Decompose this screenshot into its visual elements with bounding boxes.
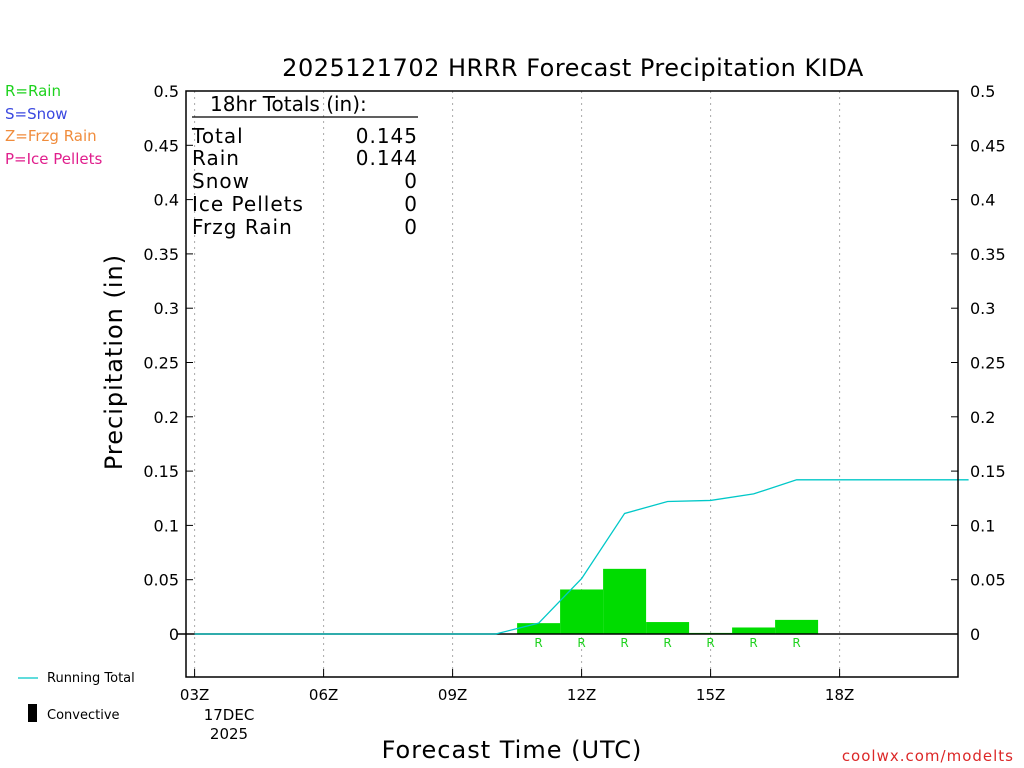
y-tick-label: 0.35 — [970, 245, 1006, 264]
legend-rain: R=Rain — [5, 82, 61, 100]
bar — [517, 623, 561, 634]
totals-label-total: Total — [191, 124, 244, 148]
y-tick-label: 0.5 — [154, 82, 179, 101]
x-tick-label: 06Z — [309, 686, 338, 704]
precip-type-label: R — [792, 636, 800, 650]
y-tick-label: 0.4 — [154, 191, 179, 210]
date-label-day: 17DEC — [204, 706, 255, 724]
series-legend: Running Total Convective — [18, 671, 135, 723]
series-line — [194, 479, 969, 635]
y-tick-label: 0.25 — [143, 354, 179, 373]
totals-value-snow: 0 — [404, 169, 418, 193]
precip-type-legend: R=Rain S=Snow Z=Frzg Rain P=Ice Pellets — [5, 82, 102, 168]
y-tick-label: 0.45 — [970, 136, 1006, 155]
x-axis: 03Z 06Z 09Z 12Z 15Z 18Z — [180, 669, 854, 704]
x-tick-label: 12Z — [567, 686, 596, 704]
precip-type-label: R — [577, 636, 585, 650]
precip-type-label: R — [534, 636, 542, 650]
y-tick-label: 0.4 — [970, 191, 995, 210]
totals-label-ice-pellets: Ice Pellets — [192, 192, 304, 216]
x-axis-label: Forecast Time (UTC) — [382, 736, 643, 764]
x-tick-label: 18Z — [825, 686, 854, 704]
y-tick-label: 0.1 — [154, 516, 179, 535]
y-axis-left: 0 0.05 0.1 0.15 0.2 0.25 0.3 0.35 0.4 0.45 0.5 — [143, 82, 193, 644]
bar — [775, 619, 819, 634]
chart-title: 2025121702 HRRR Forecast Precipitation K… — [282, 54, 864, 82]
running-total-series — [194, 479, 969, 635]
totals-value-ice-pellets: 0 — [404, 192, 418, 216]
y-axis-label: Precipitation (in) — [100, 254, 128, 470]
bar — [560, 589, 604, 634]
y-tick-label: 0.05 — [970, 571, 1006, 590]
y-tick-label: 0.3 — [970, 299, 995, 318]
precip-type-label: R — [706, 636, 714, 650]
y-tick-label: 0.2 — [970, 408, 995, 427]
plot-frame — [185, 90, 959, 678]
y-axis-right: 0 0.05 0.1 0.15 0.2 0.25 0.3 0.35 0.4 0.45 0.5 — [951, 82, 1006, 644]
y-tick-label: 0.25 — [970, 354, 1006, 373]
totals-value-rain: 0.144 — [356, 146, 418, 170]
bar-series — [517, 568, 819, 634]
convective-swatch — [28, 704, 37, 722]
y-tick-label: 0.05 — [143, 571, 179, 590]
precip-type-label: R — [620, 636, 628, 650]
y-tick-label: 0.5 — [970, 82, 995, 101]
y-tick-label: 0.35 — [143, 245, 179, 264]
credit-text: coolwx.com/modelts — [842, 747, 1014, 765]
totals-label-frzg-rain: Frzg Rain — [192, 215, 293, 239]
totals-value-total: 0.145 — [356, 124, 418, 148]
bar — [646, 622, 690, 634]
y-tick-label: 0 — [970, 625, 980, 644]
legend-running-total: Running Total — [47, 671, 135, 686]
y-tick-label: 0.3 — [154, 299, 179, 318]
y-tick-label: 0.45 — [143, 136, 179, 155]
bar — [603, 568, 647, 634]
totals-label-rain: Rain — [192, 146, 240, 170]
y-tick-label: 0 — [169, 625, 179, 644]
x-tick-label: 09Z — [438, 686, 467, 704]
y-tick-label: 0.15 — [143, 462, 179, 481]
y-tick-label: 0.15 — [970, 462, 1006, 481]
totals-label-snow: Snow — [192, 169, 250, 193]
legend-convective: Convective — [47, 708, 120, 723]
y-tick-label: 0.2 — [154, 408, 179, 427]
precip-type-label: R — [749, 636, 757, 650]
date-label-year: 2025 — [210, 725, 248, 743]
x-tick-label: 03Z — [180, 686, 209, 704]
x-tick-label: 15Z — [696, 686, 725, 704]
totals-heading: 18hr Totals (in): — [210, 92, 367, 116]
legend-frzg-rain: Z=Frzg Rain — [5, 127, 97, 145]
totals-box: 18hr Totals (in): Total 0.145 Rain 0.144… — [191, 92, 418, 239]
legend-snow: S=Snow — [5, 105, 68, 123]
bar — [732, 627, 776, 634]
vertical-grid — [194, 91, 841, 677]
precip-type-label: R — [663, 636, 671, 650]
totals-value-frzg-rain: 0 — [404, 215, 418, 239]
legend-ice-pellets: P=Ice Pellets — [5, 150, 102, 168]
y-tick-label: 0.1 — [970, 516, 995, 535]
